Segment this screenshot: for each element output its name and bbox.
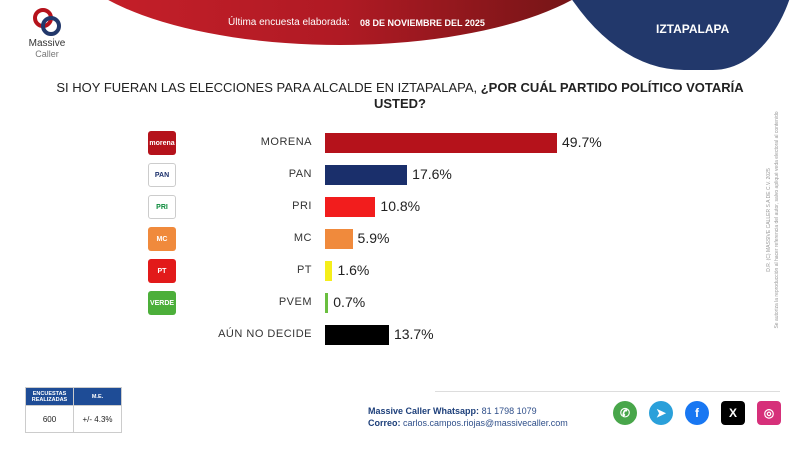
- category-label: PVEM: [278, 296, 312, 308]
- logo-mark-icon: [33, 8, 61, 36]
- pri-logo-icon: PRI: [148, 195, 176, 219]
- massive-caller-logo: Massive Caller: [22, 8, 72, 59]
- chart-row: MC MC 5.9%: [0, 227, 740, 251]
- survey-date: 08 DE NOVIEMBRE DEL 2025: [360, 18, 485, 28]
- whatsapp-icon[interactable]: ✆: [613, 401, 637, 425]
- bar-pan: [325, 165, 408, 185]
- telegram-icon[interactable]: ➤: [649, 401, 673, 425]
- bar-morena: [325, 133, 557, 153]
- value-label: 0.7%: [333, 294, 366, 310]
- region-label: IZTAPALAPA: [656, 22, 730, 36]
- survey-table: ENCUESTAS REALIZADAS M.E. 600 +/- 4.3%: [25, 387, 122, 433]
- whatsapp-label: Massive Caller Whatsapp:: [368, 406, 480, 416]
- email-link[interactable]: carlos.campos.riojas@massivecaller.com: [403, 418, 568, 428]
- instagram-icon[interactable]: ◎: [757, 401, 781, 425]
- value-label: 13.7%: [393, 326, 434, 342]
- morena-logo-icon: morena: [148, 131, 176, 155]
- value-label: 49.7%: [562, 134, 602, 150]
- category-label: PRI: [292, 200, 312, 212]
- divider: [435, 391, 780, 392]
- legal-line2: Se autoriza la reproducción al hacer ref…: [774, 111, 780, 329]
- chart-row: PRI PRI 10.8%: [0, 195, 740, 219]
- survey-label: Última encuesta elaborada:: [228, 17, 350, 28]
- value-label: 1.6%: [337, 262, 370, 278]
- me-value: +/- 4.3%: [73, 405, 122, 433]
- surveys-value: 600: [25, 405, 74, 433]
- value-label: 10.8%: [380, 198, 421, 214]
- chart-row: AÚN NO DECIDE 13.7%: [0, 324, 740, 346]
- title-bold: ¿POR CUÁL PARTIDO POLÍTICO VOTARÍA USTED…: [374, 80, 744, 111]
- bar-pvem: [325, 293, 329, 313]
- x-icon[interactable]: X: [721, 401, 745, 425]
- mc-logo-icon: MC: [148, 227, 176, 251]
- me-header: M.E.: [73, 387, 122, 406]
- pt-logo-icon: PT: [148, 259, 176, 283]
- legal-notice: D.R. (C) MASSIVE CALLER S.A DE C.V. 2025…: [765, 70, 781, 370]
- category-label: PT: [296, 264, 312, 276]
- bar-pri: [325, 197, 376, 217]
- value-label: 5.9%: [357, 230, 390, 246]
- category-label: MC: [293, 232, 312, 244]
- contact-info: Massive Caller Whatsapp: 81 1798 1079 Co…: [368, 405, 568, 429]
- legal-line1: D.R. (C) MASSIVE CALLER S.A DE C.V. 2025: [766, 168, 772, 272]
- chart-row: PAN PAN 17.6%: [0, 163, 740, 187]
- whatsapp-number[interactable]: 81 1798 1079: [481, 406, 537, 416]
- category-label: MORENA: [260, 136, 312, 148]
- chart-row: morena MORENA 49.7%: [0, 131, 740, 155]
- bar-a-n-no-decide: [325, 325, 389, 345]
- email-label: Correo:: [368, 418, 401, 428]
- category-label: PAN: [288, 168, 312, 180]
- chart-title: SI HOY FUERAN LAS ELECCIONES PARA ALCALD…: [40, 80, 760, 112]
- logo-line2: Caller: [35, 49, 59, 59]
- bar-mc: [325, 229, 353, 249]
- value-label: 17.6%: [412, 166, 452, 182]
- bar-pt: [325, 261, 333, 281]
- chart-row: PT PT 1.6%: [0, 259, 740, 283]
- pan-logo-icon: PAN: [148, 163, 176, 187]
- header-blue-circle: [510, 0, 800, 70]
- logo-line1: Massive: [28, 38, 66, 49]
- surveys-header: ENCUESTAS REALIZADAS: [25, 387, 74, 406]
- pvem-logo-icon: VERDE: [148, 291, 176, 315]
- category-label: AÚN NO DECIDE: [218, 328, 312, 340]
- facebook-icon[interactable]: f: [685, 401, 709, 425]
- chart-row: VERDE PVEM 0.7%: [0, 291, 740, 315]
- title-plain: SI HOY FUERAN LAS ELECCIONES PARA ALCALD…: [56, 80, 481, 95]
